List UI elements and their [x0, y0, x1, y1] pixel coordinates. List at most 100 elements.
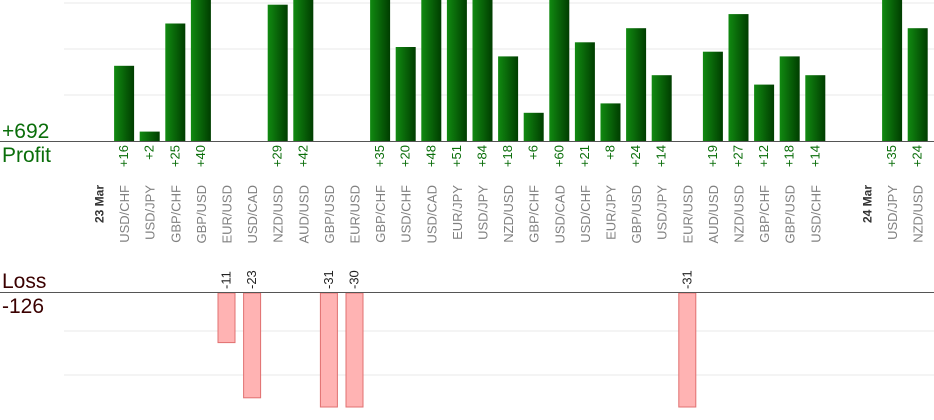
category-label: USD/JPY [655, 185, 670, 240]
profit-bar [805, 75, 826, 141]
category-label: USD/JPY [476, 185, 491, 240]
loss-label: Loss [2, 270, 47, 293]
profit-bar [472, 0, 493, 141]
category-label: EUR/USD [220, 185, 235, 244]
profit-value-label: +42 [295, 145, 310, 167]
profit-value-label: +24 [628, 145, 643, 167]
category-label: GBP/USD [194, 185, 209, 244]
category-label: USD/CAD [552, 185, 567, 244]
profit-value-label: +21 [577, 145, 592, 167]
profit-bar [190, 0, 211, 141]
axes [0, 141, 934, 293]
category-label: NZD/USD [501, 185, 516, 243]
profit-bar [421, 0, 442, 141]
date-marker-label: 24 Mar [861, 185, 875, 223]
category-label: AUD/USD [706, 185, 721, 244]
profit-bar [446, 0, 467, 141]
profit-bar [574, 42, 595, 141]
category-label: USD/CHF [578, 185, 593, 243]
category-label: NZD/USD [911, 185, 926, 243]
loss-value-label: -23 [244, 270, 259, 289]
profit-bar [395, 47, 416, 141]
category-label: NZD/USD [732, 185, 747, 243]
profit-value-label: +18 [500, 145, 515, 167]
profit-bar [165, 23, 186, 141]
category-labels: 23 Mar USD/CHF USD/JPY GBP/CHF GBP/USD EUR/US… [93, 185, 926, 244]
category-label: NZD/USD [271, 185, 286, 243]
profit-bar [626, 28, 647, 142]
profit-value-label: +24 [910, 145, 925, 167]
loss-bar [319, 292, 338, 408]
category-label: AUD/USD [296, 185, 311, 244]
profit-bar [882, 0, 903, 141]
profit-bars [114, 0, 928, 142]
profit-value-label: +2 [142, 145, 157, 160]
profit-value-label: +27 [731, 145, 746, 167]
category-label: GBP/USD [629, 185, 644, 244]
profit-value-label: +14 [654, 145, 669, 167]
category-label: GBP/CHF [373, 185, 388, 243]
category-label: EUR/JPY [604, 185, 619, 240]
profit-bar [293, 0, 314, 141]
loss-bar [243, 292, 262, 399]
profit-bar [139, 131, 160, 141]
profit-value-label: +35 [884, 145, 899, 167]
profit-bar [907, 28, 928, 142]
profit-value-label: +84 [475, 145, 490, 167]
profit-value-label: +19 [705, 145, 720, 167]
category-label: USD/CHF [808, 185, 823, 243]
loss-bar [345, 292, 364, 408]
profit-value-label: +60 [551, 145, 566, 167]
profit-value-label: +18 [782, 145, 797, 167]
loss-total: -126 [2, 295, 45, 318]
profit-bar [114, 65, 135, 141]
category-label: EUR/USD [680, 185, 695, 244]
profit-value-label: +8 [603, 145, 618, 160]
category-label: USD/CAD [424, 185, 439, 244]
profit-bar [754, 84, 775, 141]
profit-value-label: +6 [526, 145, 541, 160]
loss-value-label: -31 [679, 270, 694, 289]
profit-value-label: +16 [116, 145, 131, 167]
loss-value-label: -31 [321, 270, 336, 289]
profit-bar [728, 14, 749, 142]
loss-bar [678, 292, 697, 408]
profit-value-label: +25 [167, 145, 182, 167]
profit-value-label: +40 [193, 145, 208, 167]
date-marker-label: 23 Mar [93, 185, 107, 223]
profit-total: +692 [2, 120, 50, 143]
category-label: GBP/CHF [757, 185, 772, 243]
loss-bars [217, 292, 697, 408]
profit-bar [651, 75, 672, 141]
profit-value-label: +29 [270, 145, 285, 167]
category-label: USD/CHF [399, 185, 414, 243]
loss-bar [217, 292, 236, 344]
category-label: USD/JPY [143, 185, 158, 240]
category-label: EUR/USD [348, 185, 363, 244]
profit-value-label: +14 [807, 145, 822, 167]
profit-value-label: +35 [372, 145, 387, 167]
loss-value-label: -30 [347, 270, 362, 289]
profit-bar [370, 0, 391, 141]
profit-bar [523, 112, 544, 141]
profit-bar [549, 0, 570, 141]
profit-label: Profit [2, 144, 52, 167]
profit-bar [267, 4, 288, 142]
category-label: GBP/CHF [168, 185, 183, 243]
category-label: USD/JPY [885, 185, 900, 240]
profit-value-label: +51 [449, 145, 464, 167]
profit-value-label: +20 [398, 145, 413, 167]
category-label: USD/CAD [245, 185, 260, 244]
profit-bar [702, 51, 723, 142]
profit-value-label: +48 [423, 145, 438, 167]
category-label: GBP/CHF [527, 185, 542, 243]
loss-value-label: -11 [219, 271, 234, 289]
category-label: EUR/JPY [450, 185, 465, 240]
profit-bar [779, 56, 800, 141]
profit-value-label: +12 [756, 145, 771, 167]
profit-bar [498, 56, 519, 141]
category-label: GBP/USD [322, 185, 337, 244]
category-label: GBP/USD [783, 185, 798, 244]
profit-bar [600, 103, 621, 141]
